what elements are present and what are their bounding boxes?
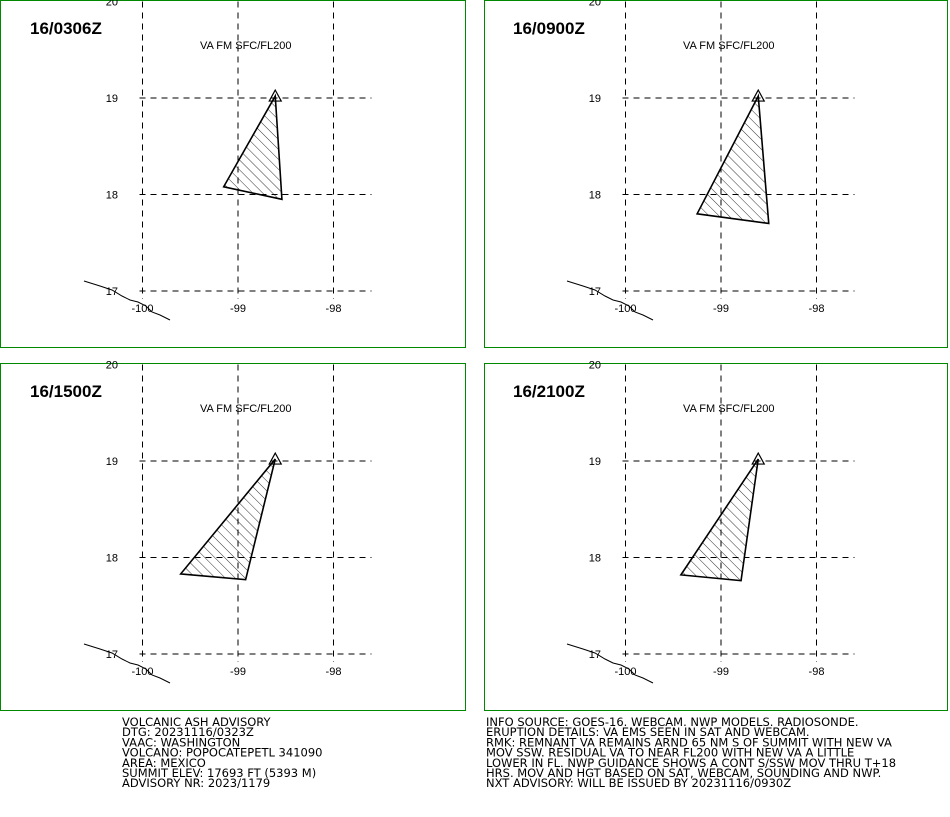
advisory-line: HRS. MOV AND HGT BASED ON SAT, WEBCAM, S…	[486, 766, 881, 780]
lat-tick-label: 18	[589, 190, 601, 202]
valid-time: 16/0306Z	[30, 19, 102, 38]
flight-level: VA FM SFC/FL200	[200, 403, 292, 415]
lat-tick-label: 18	[106, 553, 118, 565]
coastline	[566, 280, 654, 321]
lon-tick-label: -100	[131, 666, 153, 678]
advisory-line: VOLCANIC ASH ADVISORY	[122, 715, 272, 729]
advisory-line: NXT ADVISORY: WILL BE ISSUED BY 20231116…	[486, 776, 791, 790]
lon-tick-label: -99	[230, 666, 246, 678]
advisory-line: MOV SSW. RESIDUAL VA TO NEAR FL200 WITH …	[486, 746, 854, 760]
lon-tick-label: -99	[230, 303, 246, 315]
ash-area	[679, 458, 760, 582]
lat-tick-label: 19	[589, 456, 601, 468]
advisory-line: AREA: MEXICO	[122, 756, 206, 770]
volcano-marker	[268, 88, 283, 102]
advisory-line: SUMMIT ELEV: 17693 FT (5393 M)	[122, 766, 316, 780]
panel-border	[484, 0, 948, 348]
lon-tick-label: -98	[809, 666, 825, 678]
advisory-line: RMK: REMNANT VA REMAINS ARND 65 NM S OF …	[486, 735, 892, 749]
flight-level: VA FM SFC/FL200	[683, 403, 775, 415]
advisory-line: INFO SOURCE: GOES-16. WEBCAM. NWP MODELS…	[486, 715, 859, 729]
coastline	[83, 280, 171, 321]
flight-level: VA FM SFC/FL200	[200, 40, 292, 52]
advisory-line: LOWER IN FL. NWP GUIDANCE SHOWS A CONT S…	[486, 756, 896, 770]
coastline	[83, 643, 171, 684]
ash-area	[179, 458, 277, 581]
lat-tick-label: 19	[106, 456, 118, 468]
advisory-line: DTG: 20231116/0323Z	[122, 725, 254, 739]
lat-tick-label: 18	[106, 190, 118, 202]
lat-tick-label: 19	[589, 93, 601, 105]
lon-tick-label: -100	[614, 303, 636, 315]
panel-border	[484, 363, 948, 711]
lat-tick-label: 19	[106, 93, 118, 105]
lat-tick-label: 18	[589, 553, 601, 565]
valid-time: 16/1500Z	[30, 382, 102, 401]
advisory-line: VOLCANO: POPOCATEPETL 341090	[122, 746, 322, 760]
lon-tick-label: -99	[713, 666, 729, 678]
ash-area	[222, 93, 283, 201]
lat-tick-label: 20	[589, 0, 601, 9]
lon-tick-label: -99	[713, 303, 729, 315]
lon-tick-label: -98	[326, 303, 342, 315]
lat-tick-label: 20	[106, 360, 118, 372]
advisory-line: ERUPTION DETAILS: VA EMS SEEN IN SAT AND…	[486, 725, 810, 739]
ash-area	[695, 93, 770, 225]
advisory-line: ADVISORY NR: 2023/1179	[122, 776, 270, 790]
lon-tick-label: -98	[326, 666, 342, 678]
lon-tick-label: -100	[614, 666, 636, 678]
volcano-marker	[751, 451, 766, 465]
lon-tick-label: -100	[131, 303, 153, 315]
coastline	[566, 643, 654, 684]
lon-tick-label: -98	[809, 303, 825, 315]
valid-time: 16/0900Z	[513, 19, 585, 38]
valid-time: 16/2100Z	[513, 382, 585, 401]
volcano-marker	[268, 451, 283, 465]
volcano-marker	[751, 88, 766, 102]
flight-level: VA FM SFC/FL200	[683, 40, 775, 52]
lat-tick-label: 20	[106, 0, 118, 9]
panel-border	[0, 0, 466, 348]
lat-tick-label: 20	[589, 360, 601, 372]
advisory-line: VAAC: WASHINGTON	[122, 735, 240, 749]
panel-border	[0, 363, 466, 711]
